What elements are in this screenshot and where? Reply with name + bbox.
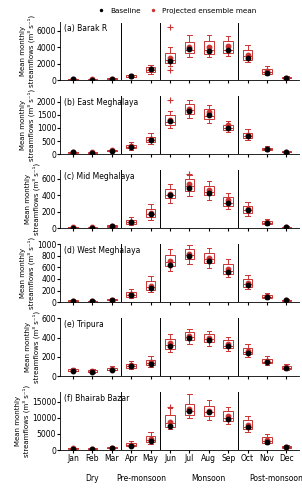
Bar: [126, 76, 136, 78]
Bar: [88, 301, 97, 302]
Bar: [262, 148, 272, 150]
Bar: [107, 368, 117, 370]
Text: Monsoon: Monsoon: [192, 474, 226, 484]
Bar: [107, 150, 117, 152]
Text: Pre-monsoon: Pre-monsoon: [116, 474, 166, 484]
Bar: [204, 334, 214, 342]
Bar: [223, 264, 233, 274]
Bar: [204, 406, 214, 416]
Bar: [88, 370, 97, 372]
Text: (d) West Meghalaya: (d) West Meghalaya: [64, 246, 140, 255]
Text: Dry: Dry: [85, 474, 99, 484]
Bar: [107, 78, 117, 79]
Bar: [165, 53, 175, 63]
Bar: [204, 109, 214, 119]
Bar: [185, 180, 194, 191]
Bar: [126, 220, 136, 224]
Bar: [243, 348, 252, 354]
Bar: [165, 190, 175, 198]
Bar: [146, 209, 156, 217]
Text: (f) Bhairab Bazar: (f) Bhairab Bazar: [64, 394, 129, 403]
Bar: [146, 137, 156, 142]
Bar: [262, 437, 272, 442]
Bar: [107, 299, 117, 300]
Y-axis label: Mean monthly
streamflows (m³ s⁻¹): Mean monthly streamflows (m³ s⁻¹): [20, 237, 35, 310]
Bar: [204, 42, 214, 54]
Bar: [204, 186, 214, 195]
Bar: [243, 50, 252, 59]
Bar: [68, 152, 78, 153]
Bar: [243, 206, 252, 213]
Y-axis label: Mean monthly
streamflows (m³ s⁻¹): Mean monthly streamflows (m³ s⁻¹): [15, 385, 30, 457]
Bar: [204, 253, 214, 264]
Bar: [281, 226, 291, 227]
Bar: [185, 332, 194, 340]
Bar: [107, 447, 117, 448]
Bar: [185, 42, 194, 53]
Bar: [262, 221, 272, 224]
Bar: [185, 404, 194, 414]
Bar: [126, 364, 136, 368]
Bar: [88, 152, 97, 153]
Bar: [185, 104, 194, 114]
Bar: [126, 444, 136, 446]
Bar: [262, 358, 272, 363]
Bar: [68, 79, 78, 80]
Y-axis label: Mean monthly
streamflows (m³ s⁻¹): Mean monthly streamflows (m³ s⁻¹): [25, 311, 40, 383]
Y-axis label: Mean monthly
streamflows (m³ s⁻¹): Mean monthly streamflows (m³ s⁻¹): [20, 16, 35, 88]
Bar: [223, 340, 233, 348]
Bar: [223, 124, 233, 130]
Bar: [185, 249, 194, 260]
Bar: [68, 448, 78, 449]
Text: (c) Mid Meghalaya: (c) Mid Meghalaya: [64, 172, 135, 181]
Y-axis label: Mean monthly
streamflows (m³ s⁻¹): Mean monthly streamflows (m³ s⁻¹): [25, 163, 40, 236]
Text: (e) Tripura: (e) Tripura: [64, 320, 104, 329]
Bar: [146, 360, 156, 365]
Bar: [262, 68, 272, 73]
Bar: [165, 115, 175, 126]
Bar: [262, 294, 272, 298]
Bar: [126, 292, 136, 296]
Legend: Baseline, Projected ensemble mean: Baseline, Projected ensemble mean: [91, 4, 259, 16]
Bar: [281, 366, 291, 369]
Bar: [165, 416, 175, 426]
Bar: [126, 145, 136, 148]
Bar: [165, 339, 175, 348]
Text: Post-monsoon: Post-monsoon: [250, 474, 302, 484]
Text: (a) Barak R: (a) Barak R: [64, 24, 107, 33]
Bar: [243, 420, 252, 430]
Bar: [223, 412, 233, 421]
Bar: [146, 436, 156, 442]
Bar: [243, 132, 252, 138]
Bar: [281, 446, 291, 448]
Bar: [165, 254, 175, 266]
Bar: [68, 369, 78, 372]
Bar: [281, 300, 291, 301]
Bar: [223, 197, 233, 206]
Y-axis label: Mean monthly
streamflows (m³ s⁻¹): Mean monthly streamflows (m³ s⁻¹): [20, 90, 35, 162]
Bar: [281, 77, 291, 78]
Bar: [146, 282, 156, 290]
Bar: [146, 67, 156, 72]
Bar: [88, 448, 97, 449]
Bar: [223, 42, 233, 53]
Text: (b) East Meghalaya: (b) East Meghalaya: [64, 98, 138, 107]
Bar: [68, 300, 78, 301]
Bar: [243, 280, 252, 287]
